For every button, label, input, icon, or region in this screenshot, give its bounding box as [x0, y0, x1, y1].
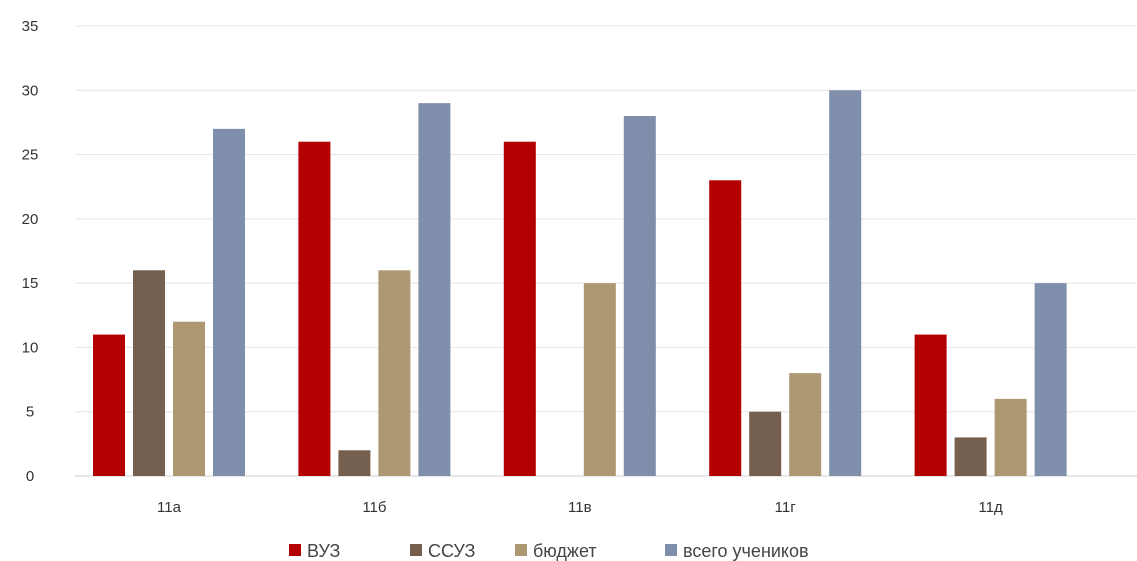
bar [173, 321, 205, 476]
legend-label: всего учеников [683, 541, 809, 561]
y-tick-label: 20 [22, 211, 39, 228]
bar [709, 180, 742, 477]
x-tick-label: 11в [568, 499, 592, 516]
bar [133, 270, 165, 476]
y-tick-label: 0 [26, 468, 34, 485]
legend-label: ССУЗ [428, 541, 475, 561]
bar [378, 270, 411, 476]
x-tick-label: 11д [978, 499, 1003, 516]
y-tick-label: 25 [22, 147, 39, 164]
x-axis-tick-labels: 11а 11б 11в 11г 11д [157, 499, 1003, 516]
bar [829, 90, 862, 477]
legend-swatch [289, 544, 301, 556]
bar [914, 334, 947, 476]
bar [503, 141, 536, 476]
bar [583, 283, 616, 476]
y-axis-tick-labels: 0 5 10 15 20 25 30 35 [22, 18, 39, 485]
x-tick-label: 11б [362, 499, 386, 516]
bar [623, 116, 656, 476]
bar [994, 398, 1027, 476]
legend-swatch [515, 544, 527, 556]
bar [749, 411, 782, 476]
bar [789, 373, 822, 476]
x-tick-label: 11а [157, 499, 182, 516]
legend-swatch [665, 544, 677, 556]
legend-label: бюджет [533, 541, 597, 561]
bar [213, 128, 245, 476]
legend-swatch [410, 544, 422, 556]
bar [338, 450, 371, 476]
bar [298, 141, 331, 476]
y-tick-label: 35 [22, 18, 39, 35]
legend-label: ВУЗ [307, 541, 340, 561]
bars [93, 90, 1067, 477]
bar [93, 334, 125, 476]
y-tick-label: 10 [22, 339, 39, 356]
bar [418, 103, 451, 477]
x-tick-label: 11г [775, 499, 797, 516]
bar [1034, 283, 1067, 476]
y-tick-label: 5 [26, 404, 34, 421]
y-tick-label: 15 [22, 275, 39, 292]
y-tick-label: 30 [22, 82, 39, 99]
legend: ВУЗ ССУЗ бюджет всего учеников [289, 541, 809, 561]
bar [954, 437, 987, 476]
